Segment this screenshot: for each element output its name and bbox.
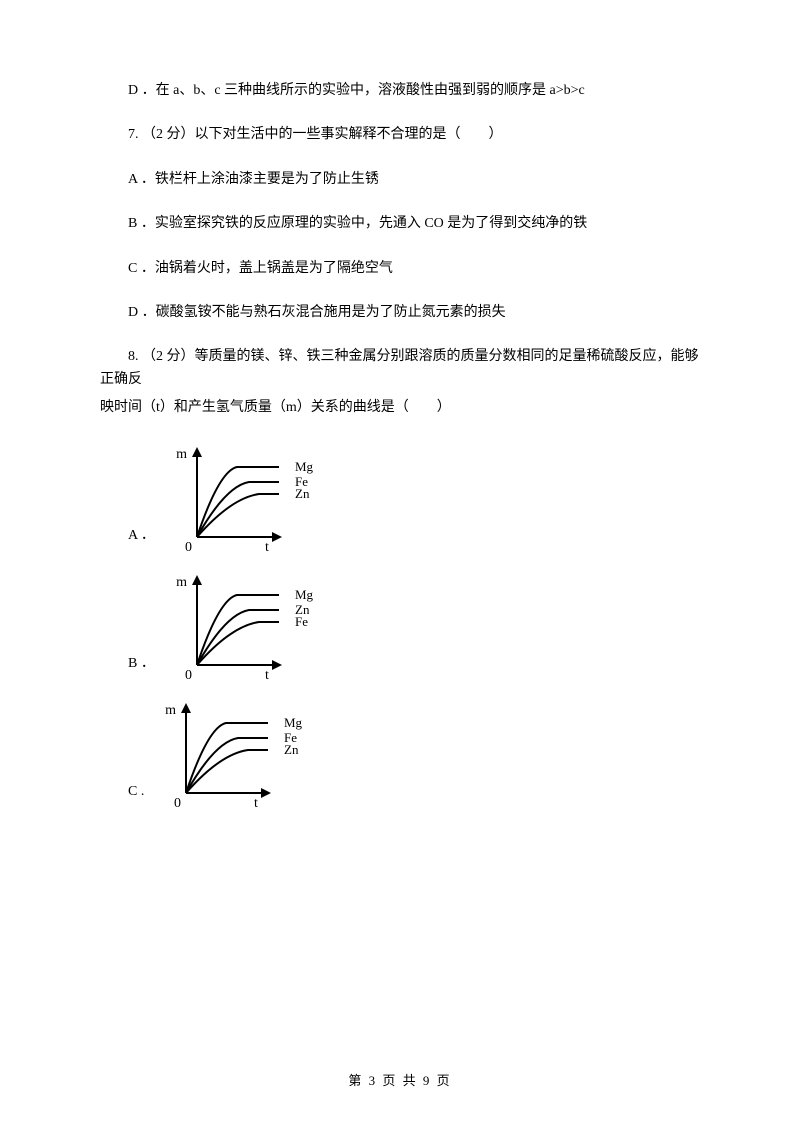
- q8-option-b-label: B ．: [128, 653, 155, 679]
- svg-text:0: 0: [174, 796, 181, 808]
- svg-text:m: m: [165, 703, 176, 718]
- q6-option-d: D ．在 a、b、c 三种曲线所示的实验中，溶液酸性由强到弱的顺序是 a>b>c: [100, 80, 700, 102]
- q8-option-a-row: A ． m0tMgFeZn: [100, 442, 700, 552]
- q7-option-d: D ．碳酸氢铵不能与熟石灰混合施用是为了防止氮元素的损失: [100, 302, 700, 324]
- q8-chart-c: m0tMgFeZn: [156, 698, 306, 808]
- svg-text:Mg: Mg: [284, 715, 303, 730]
- svg-text:Zn: Zn: [284, 742, 299, 757]
- svg-text:0: 0: [185, 540, 192, 552]
- svg-text:Mg: Mg: [295, 459, 314, 474]
- q8-option-a-label: A ．: [128, 525, 155, 551]
- svg-text:t: t: [265, 668, 269, 680]
- q7-option-b: B ．实验室探究铁的反应原理的实验中，先通入 CO 是为了得到交纯净的铁: [100, 213, 700, 235]
- svg-text:Zn: Zn: [295, 486, 310, 501]
- page-footer: 第 3 页 共 9 页: [0, 1071, 800, 1092]
- svg-text:t: t: [254, 796, 258, 808]
- svg-text:m: m: [176, 447, 187, 462]
- q7-option-c: C ．油锅着火时，盖上锅盖是为了隔绝空气: [100, 258, 700, 280]
- svg-text:Fe: Fe: [295, 614, 308, 629]
- q8-stem-line1: 8. （2 分）等质量的镁、锌、铁三种金属分别跟溶质的质量分数相同的足量稀硫酸反…: [100, 346, 700, 391]
- q7-stem: 7. （2 分）以下对生活中的一些事实解释不合理的是（ ）: [100, 124, 700, 146]
- q7-option-a: A ．铁栏杆上涂油漆主要是为了防止生锈: [100, 169, 700, 191]
- svg-text:t: t: [265, 540, 269, 552]
- q8-chart-a: m0tMgFeZn: [167, 442, 317, 552]
- svg-text:Mg: Mg: [295, 587, 314, 602]
- q8-option-c-row: C . m0tMgFeZn: [100, 698, 700, 808]
- q8-option-b-row: B ． m0tMgZnFe: [100, 570, 700, 680]
- svg-text:m: m: [176, 575, 187, 590]
- q8-option-c-label: C .: [128, 781, 144, 807]
- svg-text:0: 0: [185, 668, 192, 680]
- q8-stem-line2: 映时间（t）和产生氢气质量（m）关系的曲线是（ ）: [100, 397, 700, 419]
- q8-chart-b: m0tMgZnFe: [167, 570, 317, 680]
